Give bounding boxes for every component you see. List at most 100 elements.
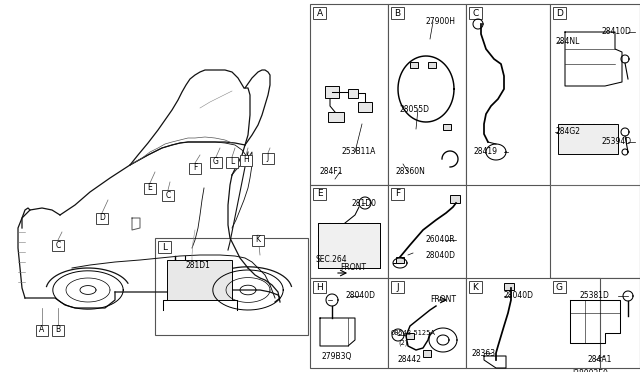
Bar <box>262 153 274 164</box>
Text: A: A <box>40 326 45 334</box>
Bar <box>410 62 418 68</box>
Bar <box>155 238 308 335</box>
Text: 28442: 28442 <box>398 356 422 365</box>
Bar <box>252 234 264 246</box>
Text: 28360N: 28360N <box>396 167 426 176</box>
Text: B: B <box>394 9 401 17</box>
Bar <box>391 281 404 293</box>
Text: C: C <box>165 190 171 199</box>
Bar <box>158 241 171 253</box>
Text: K: K <box>472 282 479 292</box>
Bar <box>428 62 436 68</box>
Bar <box>167 260 232 300</box>
Text: (2): (2) <box>398 340 408 346</box>
Text: E: E <box>148 183 152 192</box>
Text: D: D <box>556 9 563 17</box>
Bar <box>550 278 640 368</box>
Bar <box>310 4 388 185</box>
Text: J28002E0: J28002E0 <box>572 369 608 372</box>
Text: L: L <box>230 157 234 167</box>
Bar <box>313 188 326 200</box>
Text: G: G <box>556 282 563 292</box>
Text: 28040D: 28040D <box>426 250 456 260</box>
Bar <box>348 89 358 98</box>
Bar <box>52 240 64 250</box>
Text: H: H <box>243 155 249 164</box>
Bar <box>553 7 566 19</box>
Text: C: C <box>56 241 61 250</box>
Text: FRONT: FRONT <box>340 263 366 273</box>
Bar <box>443 124 451 130</box>
Text: FRONT: FRONT <box>430 295 456 305</box>
Bar <box>396 257 404 263</box>
Text: 284NL: 284NL <box>555 38 579 46</box>
Text: 25381D: 25381D <box>580 292 610 301</box>
Bar <box>469 281 482 293</box>
Text: K: K <box>255 235 260 244</box>
Bar <box>450 195 460 203</box>
Bar <box>553 281 566 293</box>
Bar <box>310 185 388 278</box>
Text: 28410D: 28410D <box>602 28 632 36</box>
Bar <box>144 183 156 193</box>
Text: S: S <box>396 333 400 337</box>
Text: 281D1: 281D1 <box>185 262 210 270</box>
Text: 28040D: 28040D <box>345 292 375 301</box>
Bar <box>558 124 618 154</box>
Bar <box>313 7 326 19</box>
Text: A: A <box>316 9 323 17</box>
Text: SEC.264: SEC.264 <box>315 256 347 264</box>
Bar <box>313 281 326 293</box>
Bar <box>388 278 466 368</box>
Text: 28055D: 28055D <box>400 105 430 113</box>
Text: 284F1: 284F1 <box>320 167 344 176</box>
Bar <box>325 86 339 98</box>
Bar <box>550 4 640 278</box>
Text: 08543-5125A: 08543-5125A <box>391 330 436 336</box>
Text: 28363: 28363 <box>471 349 495 357</box>
Bar <box>189 163 201 173</box>
Bar <box>504 283 514 290</box>
Bar <box>210 157 222 167</box>
Bar <box>358 102 372 112</box>
Text: G: G <box>213 157 219 167</box>
Bar <box>36 324 48 336</box>
Bar <box>388 185 466 278</box>
Bar <box>388 4 466 185</box>
Bar <box>469 7 482 19</box>
Text: L: L <box>162 243 167 251</box>
Text: 28040D: 28040D <box>504 292 534 301</box>
Text: B: B <box>56 326 61 334</box>
Bar <box>406 333 414 339</box>
Bar <box>240 154 252 166</box>
Text: C: C <box>472 9 479 17</box>
Bar <box>52 324 64 336</box>
Text: F: F <box>395 189 400 199</box>
Text: 284G2: 284G2 <box>555 128 580 137</box>
Text: 25394D: 25394D <box>602 138 632 147</box>
Text: 28419: 28419 <box>474 148 498 157</box>
Text: D: D <box>99 214 105 222</box>
Bar <box>96 212 108 224</box>
Text: J: J <box>267 154 269 163</box>
Bar <box>328 112 344 122</box>
Text: 284A1: 284A1 <box>588 356 612 365</box>
Bar <box>423 350 431 357</box>
Bar <box>226 157 238 167</box>
Bar <box>391 7 404 19</box>
Bar <box>310 278 388 368</box>
Text: 27900H: 27900H <box>426 17 456 26</box>
Text: E: E <box>317 189 323 199</box>
Text: J: J <box>396 282 399 292</box>
Text: 279B3Q: 279B3Q <box>322 352 353 360</box>
Text: 26040R: 26040R <box>426 235 456 244</box>
Bar <box>466 4 550 185</box>
Text: 253B11A: 253B11A <box>342 148 376 157</box>
Text: F: F <box>193 164 197 173</box>
Bar <box>318 223 380 268</box>
Bar <box>162 189 174 201</box>
Bar <box>391 188 404 200</box>
Text: 281D0: 281D0 <box>352 199 377 208</box>
Bar <box>466 278 600 368</box>
Text: H: H <box>316 282 323 292</box>
